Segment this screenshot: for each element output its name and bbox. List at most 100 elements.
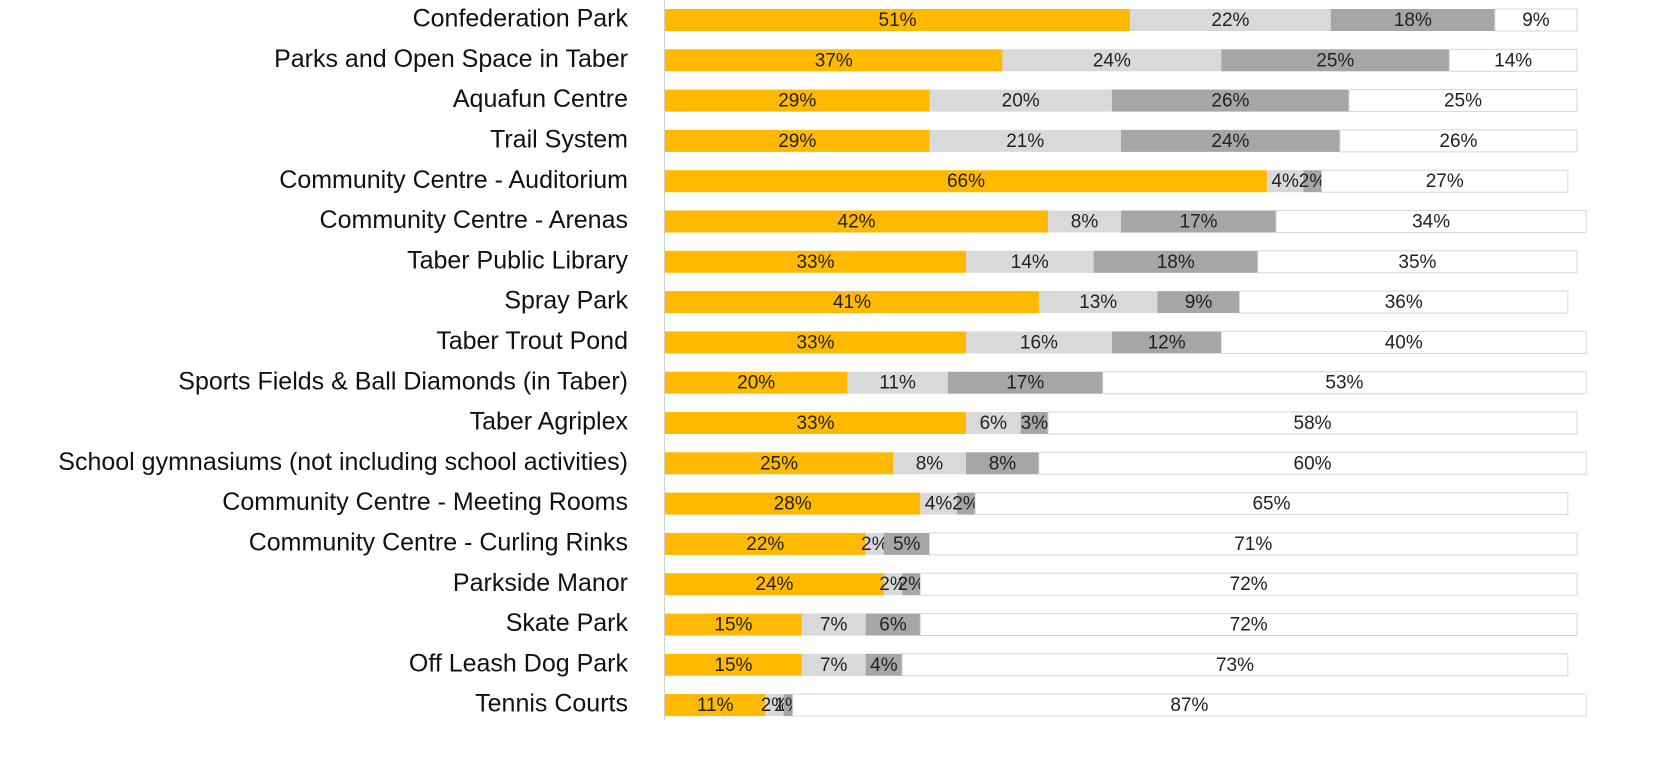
value-label: 20% — [1002, 91, 1040, 112]
bar-segment — [965, 412, 1021, 434]
bar-segment — [1339, 129, 1578, 153]
value-label: 5% — [893, 534, 921, 555]
value-label: 35% — [1398, 252, 1436, 273]
bar-segment — [1038, 291, 1158, 314]
bar-segment — [1321, 169, 1569, 193]
value-label: 7% — [820, 655, 848, 676]
value-label: 2% — [1299, 171, 1327, 192]
value-label: 20% — [737, 373, 775, 394]
value-label: 25% — [760, 453, 798, 474]
value-label: 73% — [1216, 655, 1254, 676]
value-label: 27% — [1426, 171, 1464, 192]
bar-segment — [1448, 48, 1578, 72]
bar-segment — [665, 573, 884, 596]
bar-segment — [965, 250, 1094, 273]
bar-segment — [929, 129, 1121, 152]
value-label: 25% — [1444, 91, 1482, 112]
value-label: 15% — [714, 655, 752, 676]
bar-segment — [665, 89, 930, 112]
value-label: 41% — [833, 292, 871, 313]
bar-segment — [920, 492, 957, 515]
category-label: Community Centre - Auditorium — [279, 166, 628, 194]
category-label: Taber Trout Pond — [436, 327, 628, 355]
category-label: Taber Agriplex — [470, 408, 629, 436]
value-label: 7% — [820, 615, 848, 636]
value-label: 4% — [1271, 171, 1299, 192]
value-label: 8% — [916, 453, 944, 474]
bar-segment — [1220, 330, 1587, 354]
bar-segment — [919, 613, 1578, 636]
bar-segment — [665, 371, 848, 394]
category-label: Off Leash Dog Park — [409, 649, 629, 677]
value-label: 33% — [796, 332, 834, 353]
value-label: 24% — [1093, 50, 1131, 71]
bar-segment — [783, 694, 793, 717]
category-label: Community Centre - Curling Rinks — [249, 529, 628, 557]
bar-segment — [893, 452, 966, 475]
value-label: 17% — [1006, 373, 1044, 394]
bar-segment — [1266, 170, 1304, 193]
bar-segment — [1020, 412, 1049, 434]
category-label: School gymnasiums (not including school … — [58, 448, 628, 476]
bar-segment — [665, 452, 893, 475]
bar-segment — [665, 49, 1003, 72]
bar-segment — [801, 653, 866, 676]
bar-segment — [665, 532, 866, 555]
value-label: 21% — [1006, 131, 1044, 152]
value-label: 42% — [838, 212, 876, 233]
bar-segment — [1121, 129, 1340, 152]
value-label: 4% — [870, 655, 898, 676]
bar-segment — [965, 331, 1112, 354]
value-label: 29% — [778, 91, 816, 112]
bar-segment — [901, 653, 1569, 677]
bar-segment — [865, 532, 884, 555]
bar-segment — [665, 492, 921, 515]
value-label: 22% — [746, 534, 784, 555]
category-label: Skate Park — [506, 609, 629, 637]
value-label: 12% — [1148, 332, 1186, 353]
category-label: Community Centre - Arenas — [320, 206, 628, 234]
bar-segment — [1038, 451, 1587, 475]
bar-segment — [865, 653, 903, 676]
bar-segment — [1048, 210, 1121, 233]
value-label: 14% — [1011, 252, 1049, 273]
category-label: Community Centre - Meeting Rooms — [222, 488, 628, 516]
category-label: Aquafun Centre — [453, 85, 628, 113]
value-label: 6% — [980, 413, 1008, 434]
bar-segment — [765, 694, 784, 717]
bar-segment — [919, 572, 1578, 596]
value-label: 2% — [761, 695, 789, 716]
bar-segment — [902, 573, 921, 596]
category-label: Parkside Manor — [453, 569, 628, 597]
bar-segment — [847, 371, 948, 394]
bar-segment — [1093, 250, 1258, 273]
bar-segment — [665, 9, 1131, 31]
value-label: 18% — [1394, 10, 1432, 31]
bar-segment — [1221, 49, 1450, 72]
value-label: 26% — [1439, 131, 1477, 152]
value-label: 28% — [774, 494, 812, 515]
bar-segment — [801, 613, 866, 636]
bar-segment — [665, 613, 802, 636]
bar-segment — [665, 291, 1039, 314]
value-label: 18% — [1157, 252, 1195, 273]
bar-segment — [883, 532, 930, 555]
value-label: 58% — [1294, 413, 1332, 434]
bar-segment — [883, 573, 903, 596]
value-label: 16% — [1020, 332, 1058, 353]
category-label: Confederation Park — [413, 5, 629, 33]
value-label: 53% — [1325, 373, 1363, 394]
bar-segment — [792, 693, 1587, 717]
category-label: Spray Park — [504, 287, 628, 315]
value-label: 2% — [952, 494, 980, 515]
value-label: 8% — [1071, 212, 1099, 233]
value-label: 24% — [1211, 131, 1249, 152]
bar-segment — [1002, 49, 1222, 72]
value-label: 72% — [1230, 574, 1268, 595]
value-label: 29% — [778, 131, 816, 152]
value-label: 14% — [1494, 50, 1532, 71]
bar-segment — [665, 653, 802, 676]
value-label: 25% — [1316, 50, 1354, 71]
value-label: 24% — [755, 574, 793, 595]
bar-segment — [1348, 89, 1578, 113]
